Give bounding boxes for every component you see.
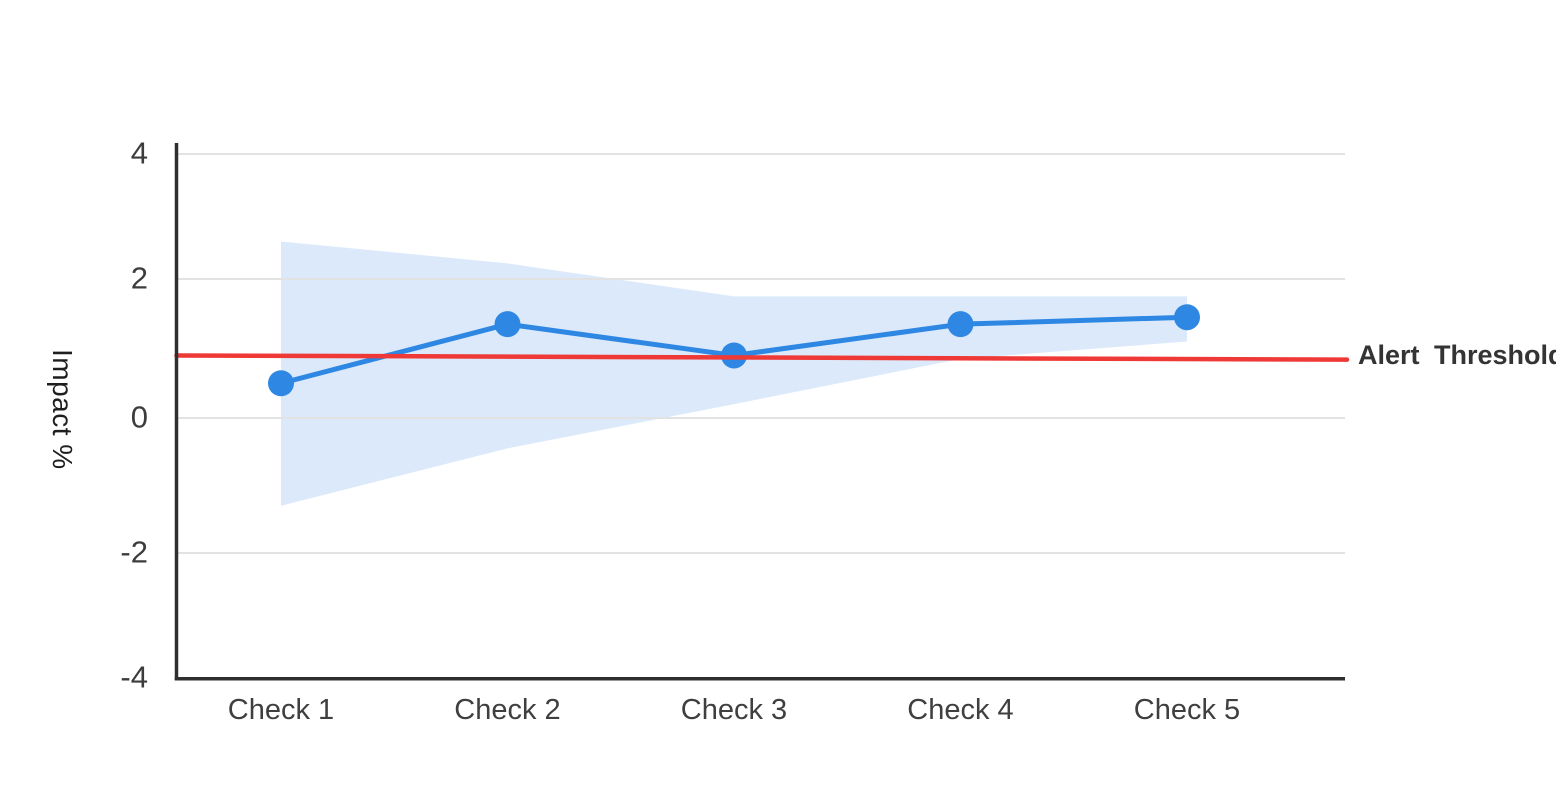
x-tick-label: Check 3	[680, 694, 788, 726]
data-point	[947, 311, 974, 338]
y-tick-label: -2	[120, 534, 148, 570]
x-tick-label: Check 5	[1133, 694, 1241, 726]
x-tick-label: Check 2	[454, 694, 561, 726]
y-axis-title: Impact %	[47, 349, 78, 470]
y-tick-label: 0	[130, 399, 148, 435]
data-point	[1174, 304, 1200, 331]
threshold-label: Alert Threshold	[1358, 340, 1556, 370]
y-tick-label: 4	[130, 135, 148, 171]
y-tick-label: -4	[120, 659, 148, 695]
x-tick-label: Check 4	[907, 694, 1014, 726]
data-point	[494, 311, 521, 338]
data-point	[268, 370, 294, 397]
threshold-line	[174, 353, 1350, 362]
x-tick-label: Check 1	[227, 694, 335, 726]
confidence-band	[281, 241, 1187, 506]
y-tick-label: 2	[130, 260, 148, 296]
